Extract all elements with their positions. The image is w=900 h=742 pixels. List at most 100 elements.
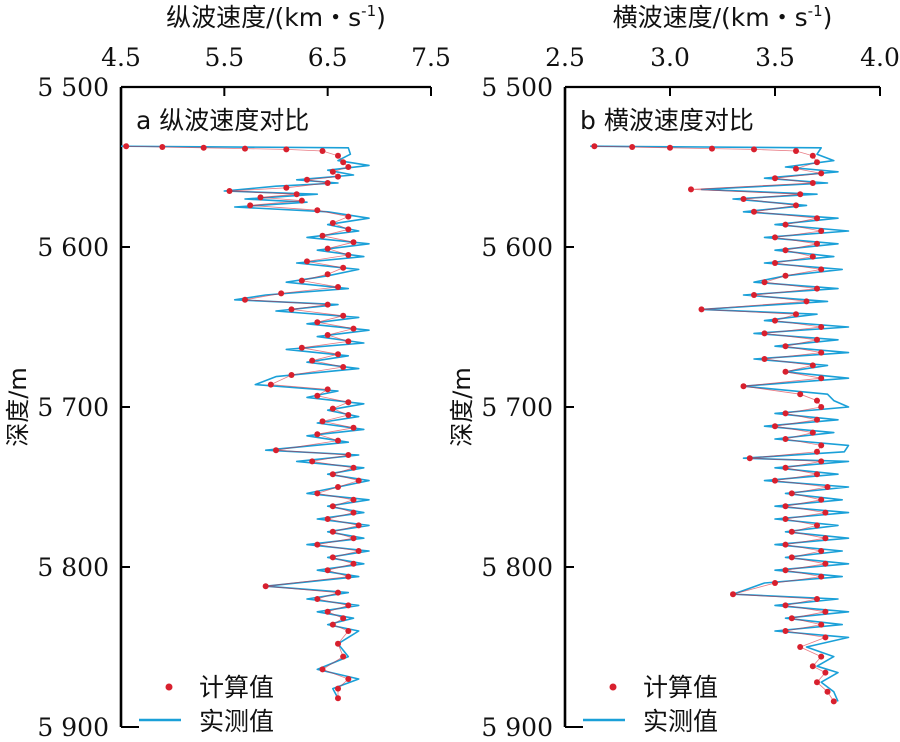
calculated-point: [818, 324, 825, 330]
panel-label: b 横波速度对比: [580, 106, 754, 135]
calculated-point: [262, 583, 269, 590]
calculated-point: [822, 535, 829, 542]
calculated-point: [824, 484, 831, 490]
measured-series-line: [590, 145, 850, 702]
calculated-point: [335, 152, 341, 159]
calculated-point: [782, 516, 789, 522]
calculated-point: [350, 496, 357, 503]
calculated-point: [818, 228, 825, 234]
calculated-point: [818, 349, 825, 356]
calculated-point: [340, 615, 347, 622]
calculated-point: [314, 490, 321, 497]
calculated-point: [314, 596, 321, 602]
calculated-point: [788, 554, 795, 561]
calculated-point: [298, 197, 305, 204]
y-axis-title: 深度/m: [4, 367, 32, 446]
calculated-point: [329, 405, 336, 412]
calculated-point: [324, 180, 331, 186]
calculated-point: [329, 503, 336, 510]
calculated-point: [324, 245, 331, 252]
calculated-point: [257, 194, 264, 201]
calculated-point: [730, 591, 736, 598]
calculated-point: [667, 144, 673, 151]
legend-marker-calculated: [609, 683, 617, 691]
legend-label-measured: 实测值: [643, 707, 718, 736]
calculated-point: [772, 317, 778, 324]
calculated-point: [314, 392, 321, 399]
calculated-point: [273, 447, 279, 454]
calculated-point: [809, 253, 816, 260]
calculated-point: [772, 477, 778, 484]
calculated-point: [329, 621, 336, 628]
y-tick-label: 5 600: [481, 233, 553, 262]
calculated-point: [345, 164, 352, 170]
calculated-point: [809, 362, 816, 369]
calculated-point: [319, 418, 326, 425]
calculated-point: [314, 207, 321, 214]
calculated-point: [814, 397, 820, 404]
x-axis-title: 横波速度/(km・s-1): [613, 2, 833, 32]
calculated-point: [324, 301, 331, 308]
calculated-point: [814, 285, 820, 292]
x-axis-title-superscript: -1: [361, 2, 376, 20]
calculated-point: [740, 196, 747, 202]
calculated-point: [319, 232, 326, 239]
calculated-point: [782, 602, 789, 609]
panel-label: a 纵波速度对比: [136, 106, 309, 135]
calculated-point: [329, 220, 336, 226]
y-tick-label: 5 500: [481, 73, 553, 102]
calculated-point: [350, 239, 357, 246]
calculated-point: [822, 634, 829, 641]
calculated-point: [242, 145, 248, 152]
measured-series-line: [120, 145, 370, 699]
calculated-point: [288, 306, 295, 313]
calculated-point: [822, 509, 829, 516]
calculated-point: [809, 663, 816, 670]
calculated-point: [818, 653, 825, 660]
calculated-point: [324, 608, 331, 615]
calculated-point: [283, 184, 290, 191]
calculated-point: [314, 431, 321, 438]
calculated-point: [772, 260, 778, 266]
calculated-point: [324, 386, 331, 393]
calculated-point: [278, 290, 285, 297]
calculated-point: [355, 548, 362, 554]
calculated-point: [818, 404, 825, 410]
calculated-point: [340, 364, 347, 370]
x-axis-title-close: ): [376, 3, 386, 32]
calculated-point: [345, 628, 352, 634]
x-axis-title-main: 纵波速度/(km・s: [166, 3, 361, 32]
calculated-point: [818, 573, 825, 580]
calculated-point: [809, 429, 816, 436]
calculated-point: [345, 602, 352, 609]
calculated-point: [782, 272, 789, 279]
y-tick-label: 5 900: [481, 713, 553, 742]
legend-marker-calculated: [165, 683, 173, 691]
y-tick-label: 5 800: [481, 553, 553, 582]
calculated-point: [793, 311, 799, 318]
calculated-point: [200, 144, 207, 151]
calculated-point: [340, 264, 347, 271]
calculated-point: [345, 213, 352, 220]
x-tick-label: 6.5: [308, 43, 348, 72]
calculated-point: [698, 306, 705, 313]
y-tick-label: 5 900: [37, 713, 109, 742]
calculated-point: [242, 296, 248, 303]
calculated-point: [782, 464, 789, 471]
calculated-point: [818, 442, 825, 449]
calculated-point: [782, 567, 789, 574]
calculated-point: [793, 202, 799, 209]
calculated-point: [340, 653, 347, 660]
calculated-point: [340, 159, 347, 166]
calculated-point: [772, 234, 778, 241]
calculated-point: [340, 312, 347, 319]
calculated-point: [350, 509, 357, 516]
calculated-point: [304, 176, 310, 183]
calculated-point: [803, 298, 810, 305]
y-tick-label: 5 700: [481, 393, 553, 422]
calculated-point: [814, 522, 820, 529]
calculated-point: [335, 351, 341, 358]
x-tick-label: 4.0: [860, 43, 900, 72]
calculated-point: [324, 332, 331, 338]
calculated-point: [226, 188, 233, 194]
